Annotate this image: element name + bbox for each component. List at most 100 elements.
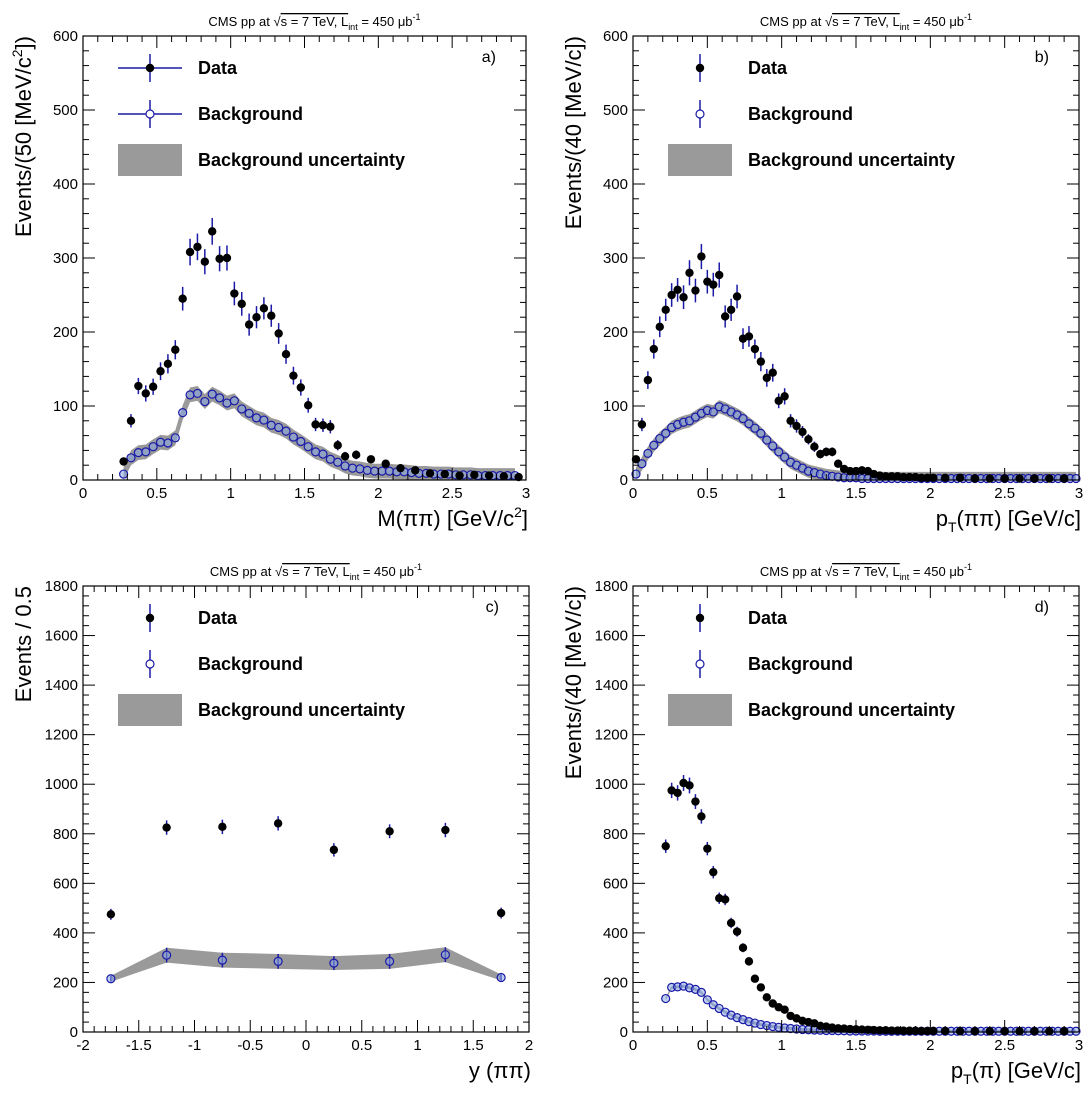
legend-label-band: Background uncertainty [748,150,955,170]
x-axis-label: y (ππ) [469,1058,531,1083]
data-point [917,1026,926,1036]
data-point [709,867,718,877]
data-point [738,943,748,952]
data-point [178,294,187,303]
data-point [786,416,795,425]
background-point [148,442,158,452]
background-point [266,420,276,430]
background-point [780,452,790,462]
panel-header: CMS pp at √s = 7 TeV, Lint = 450 μb-1 [760,562,972,582]
y-tick-label: 400 [53,176,78,193]
data-point [715,270,724,280]
x-tick-label: 2 [525,1037,533,1054]
background-point [738,413,748,424]
y-tick-label: 600 [603,875,628,892]
data-series [106,816,506,920]
data-point [296,383,306,392]
x-tick-label: -1 [188,1037,201,1054]
legend: Data Background Background uncertainty [118,604,405,726]
y-tick-label: 1400 [45,677,78,694]
x-tick-label: 2.5 [994,1037,1015,1054]
data-point [200,257,210,266]
y-tick-label: 600 [53,28,78,45]
background-point [643,448,653,458]
data-point [685,781,694,790]
data-point [208,227,217,236]
y-tick-label: 1000 [595,776,628,793]
x-tick-label: 0.5 [697,1037,718,1054]
data-point [303,401,313,410]
data-point [289,371,298,380]
panel-header: CMS pp at √s = 7 TeV, Lint = 450 μb-1 [760,12,972,32]
panel-header: CMS pp at √s = 7 TeV, Lint = 450 μb-1 [208,12,420,32]
background-point [768,441,778,451]
x-tick-label: 1.5 [463,1037,484,1054]
data-point [340,452,350,461]
y-tick-label: 1200 [595,727,628,744]
data-point [329,845,339,855]
x-axis-label: pT(π) [GeV/c] [951,1058,1081,1087]
data-point [720,312,730,321]
y-tick-label: 400 [53,925,78,942]
y-tick-label: 500 [603,102,628,119]
background-point [318,449,328,459]
y-tick-label: 400 [603,925,628,942]
legend-data-marker [695,63,705,73]
background-point [296,436,306,447]
y-tick-label: 1400 [595,677,628,694]
data-series [631,243,1069,483]
data-point [311,420,320,429]
background-point [119,469,129,479]
data-point [780,1005,789,1014]
data-point [744,957,754,966]
legend-data-marker [145,63,155,73]
x-axis-label: pT(ππ) [GeV/c] [936,506,1081,535]
panel-b: CMS pp at √s = 7 TeV, Lint = 450 μb-1 0 0.… [561,12,1083,535]
panel-d: CMS pp at √s = 7 TeV, Lint = 450 μb-1 0 0.… [561,562,1083,1087]
legend-band-swatch [118,694,182,726]
y-tick-label: 100 [53,398,78,415]
y-axis-label: Events/(40 [MeV/c]) [561,36,586,229]
data-point [929,1026,938,1036]
data-point [499,472,509,481]
data-point [899,1026,908,1035]
background-point [126,453,136,463]
background-point [133,448,143,458]
y-tick-label: 200 [53,974,78,991]
background-point [661,428,671,438]
data-point [762,993,771,1002]
background-point [251,413,262,423]
data-point [679,293,688,302]
background-point [385,956,395,966]
data-point [720,895,730,904]
data-point [833,459,843,468]
data-point [649,344,659,354]
data-point [351,450,361,460]
legend: Data Background Background uncertainty [668,604,955,726]
y-tick-label: 500 [53,102,78,119]
data-point [185,247,195,257]
data-point [162,823,171,832]
data-point [673,788,682,798]
y-tick-label: 1600 [595,628,628,645]
legend-background-marker [145,109,155,119]
data-point [326,422,335,431]
legend-label-band: Background uncertainty [198,150,405,170]
background-point [141,447,151,457]
background-point [655,433,665,444]
background-point [756,428,766,438]
data-point [893,1026,902,1035]
legend-background-marker [145,659,155,669]
y-tick-label: 1000 [45,776,78,793]
y-tick-label: 200 [603,324,628,341]
legend-label-data: Data [748,608,788,628]
background-point [340,461,350,471]
background-point [214,393,225,403]
background-point [762,435,772,445]
data-point [126,416,136,425]
data-point [171,345,180,354]
data-point [230,289,239,298]
y-tick-label: 800 [53,826,78,843]
data-point [655,322,664,332]
panel-label: d) [1035,599,1049,616]
